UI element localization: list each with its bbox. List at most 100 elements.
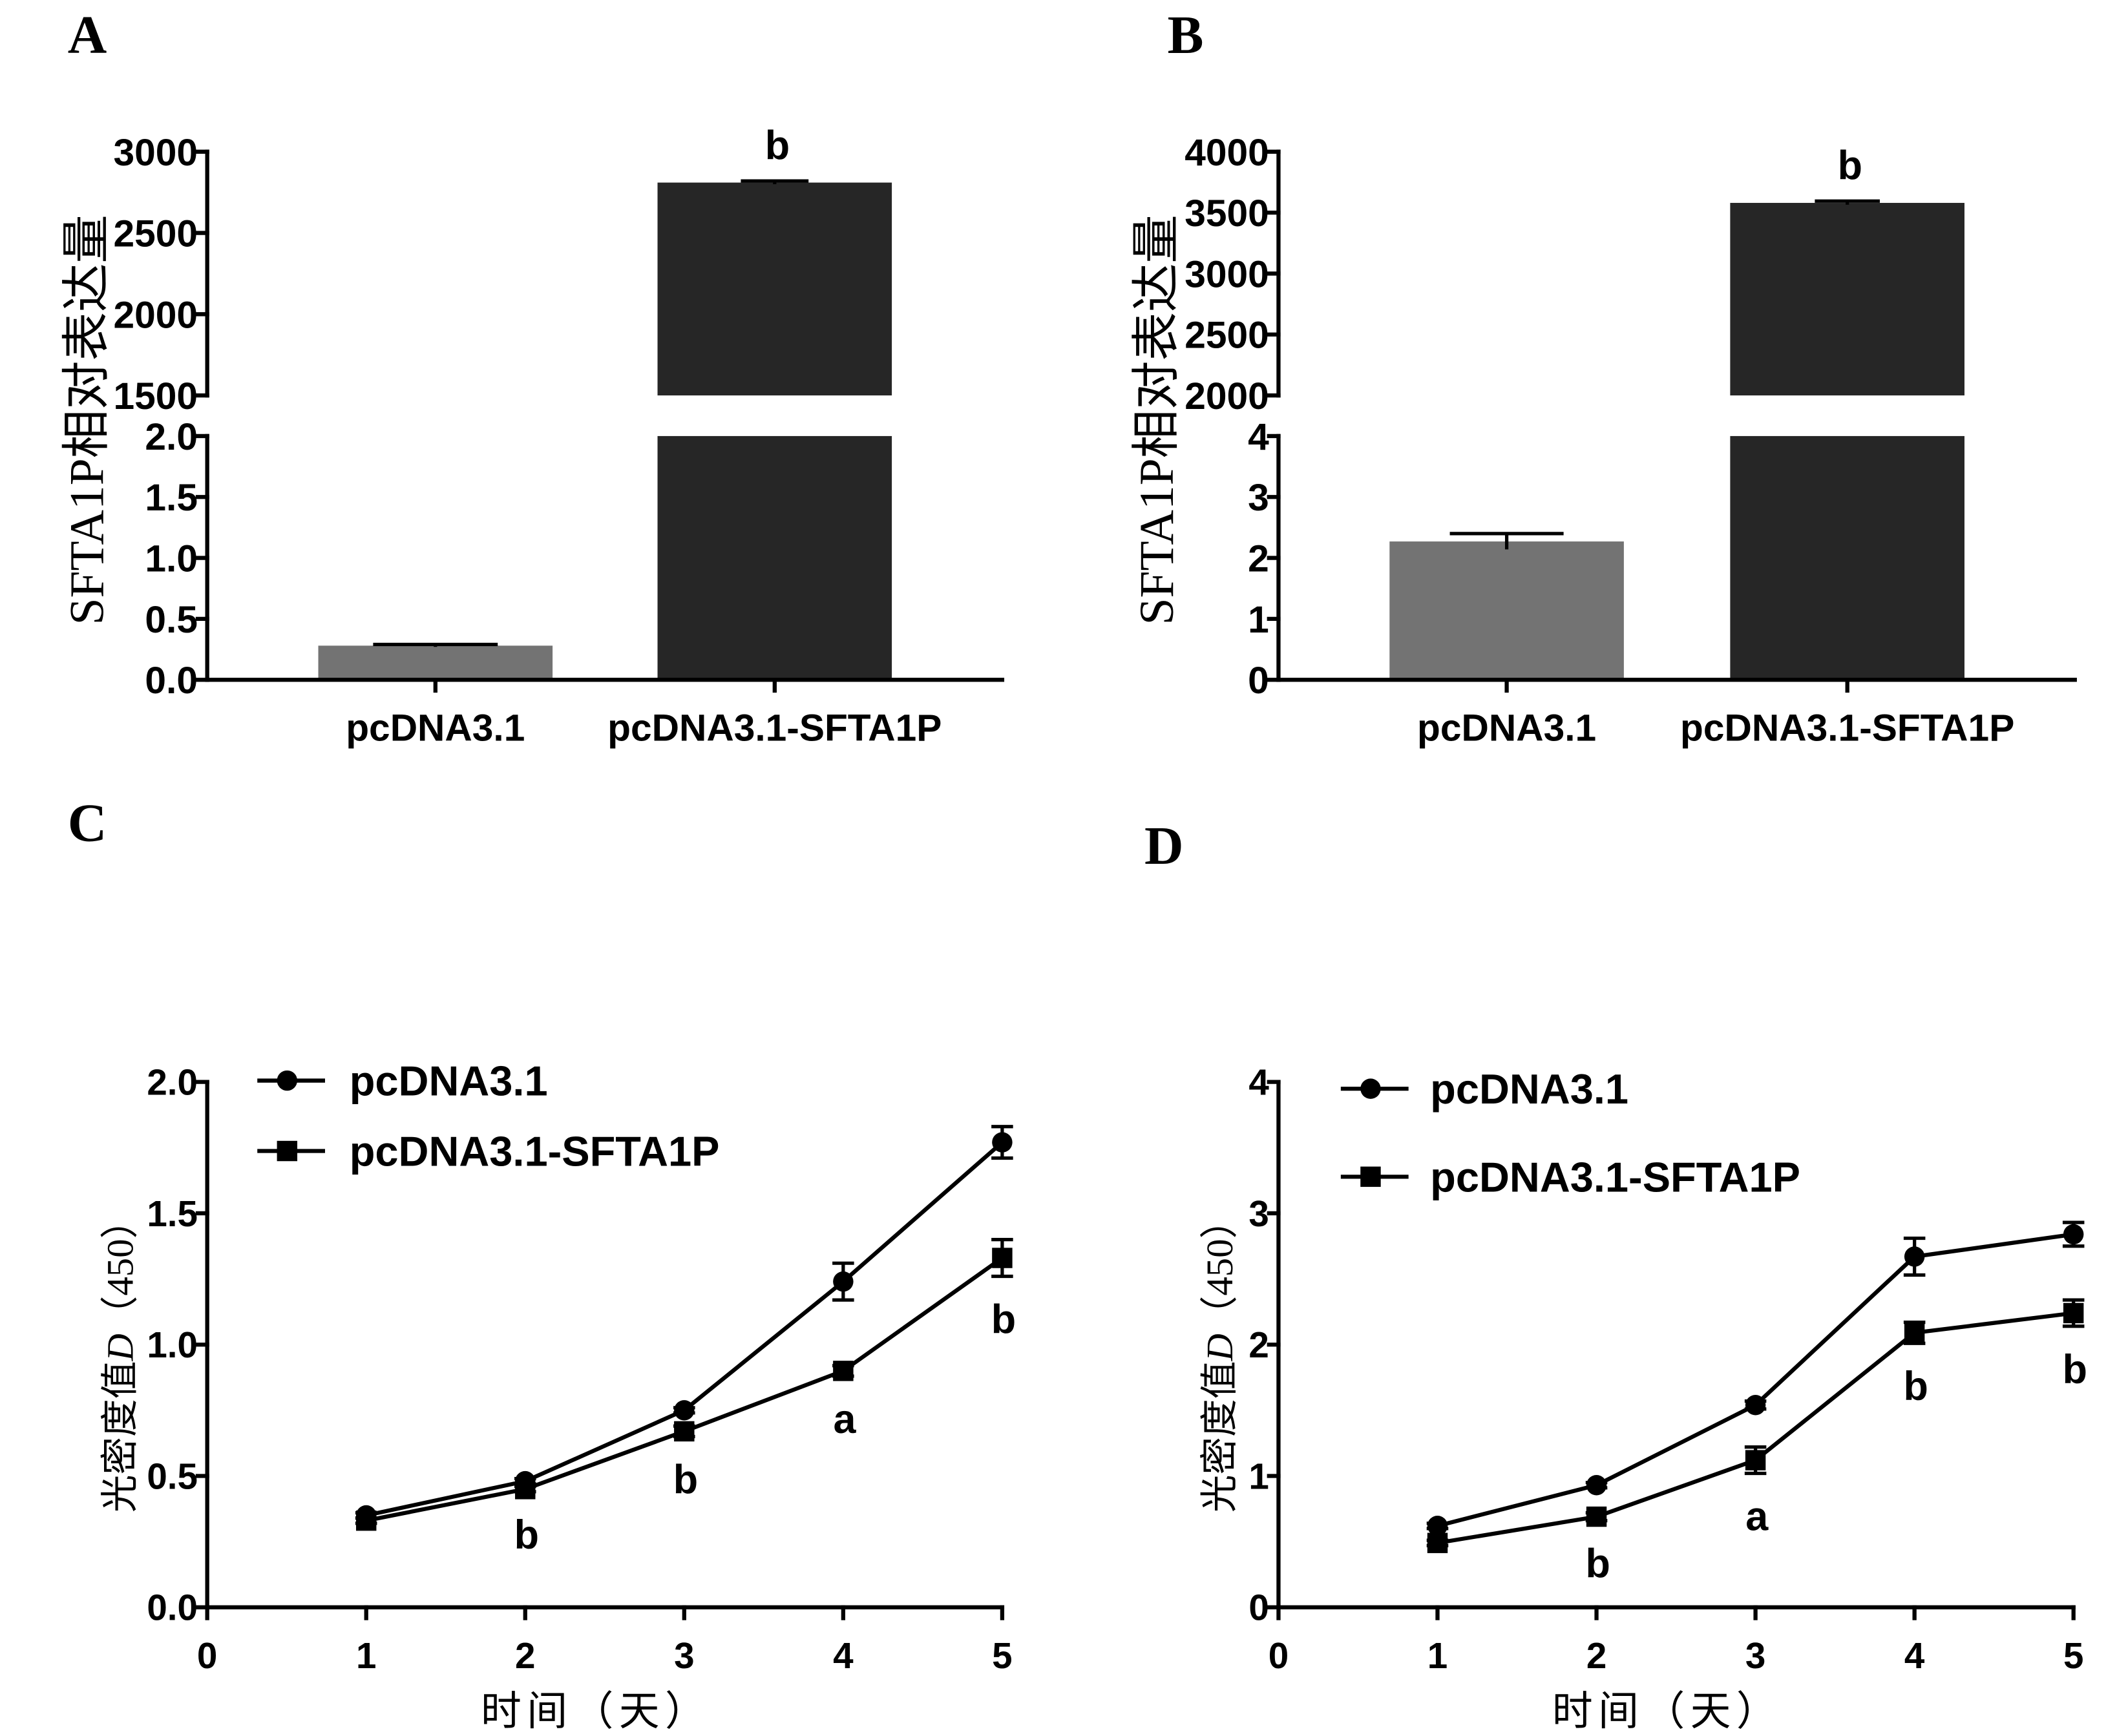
y-axis-title-part: （450） [99, 1201, 141, 1333]
bar-0 [1389, 541, 1624, 680]
y-tick-label: 2.0 [147, 1062, 198, 1103]
x-tick-label: 2 [1586, 1635, 1606, 1676]
y-tick-label: 2000 [1185, 375, 1269, 417]
y-tick-label: 4 [1248, 416, 1269, 458]
y-tick-label: 1.0 [145, 538, 198, 580]
panel-a-plot-area: pcDNA3.1 pcDNA3.1-SFTA1P b 1500 2000 2500 3000… [113, 123, 1005, 749]
data-point-square [1427, 1532, 1448, 1553]
y-tick-label: 2 [1248, 1324, 1269, 1365]
data-point-circle [674, 1400, 695, 1421]
legend-marker-circle [1360, 1078, 1381, 1099]
legend-label: pcDNA3.1 [350, 1058, 548, 1105]
significance-label: b [991, 1297, 1016, 1343]
x-tick-label: 4 [833, 1635, 854, 1676]
y-tick-label: 2.0 [145, 416, 198, 458]
y-tick-label: 1 [1248, 1456, 1269, 1496]
y-tick-label: 0 [1248, 660, 1269, 702]
panel-label-b: B [1168, 5, 1204, 65]
y-axis-title-part: 光密度值 [1199, 1361, 1241, 1513]
legend-label: pcDNA3.1 [1430, 1065, 1628, 1113]
y-tick-label: 2500 [113, 213, 198, 255]
significance-label: b [2063, 1347, 2087, 1392]
data-point-circle [1586, 1475, 1607, 1496]
x-tick-label: 1 [356, 1635, 376, 1676]
data-point-square [833, 1361, 854, 1381]
y-tick-label: 0 [1248, 1587, 1269, 1628]
x-tick-label: 5 [2063, 1635, 2083, 1676]
y-tick-label: 1500 [113, 375, 198, 417]
data-point-circle [1904, 1246, 1925, 1267]
x-axis-title: 时间（天） [1552, 1689, 1782, 1734]
y-tick-label: 1.5 [145, 477, 198, 519]
data-point-square [1904, 1323, 1925, 1343]
y-tick-label: 1.5 [147, 1193, 198, 1234]
data-point-circle [1745, 1395, 1766, 1416]
significance-label: b [673, 1458, 698, 1503]
significance-label: b [1904, 1364, 1928, 1409]
data-point-square [992, 1248, 1013, 1268]
y-axis-title: SFTA1P相对表达量 [1130, 214, 1184, 625]
significance-label: b [514, 1512, 539, 1558]
y-tick-label: 0.0 [147, 1587, 198, 1628]
data-point-square [355, 1510, 377, 1531]
x-tick-label: 0 [197, 1635, 217, 1676]
category-label: pcDNA3.1-SFTA1P [1680, 707, 2014, 749]
x-tick-label: 3 [1745, 1635, 1765, 1676]
y-axis-title: SFTA1P相对表达量 [60, 214, 114, 625]
y-tick-label: 0.5 [145, 599, 198, 641]
x-tick-label: 4 [1904, 1635, 1925, 1676]
bar-1-upper-segment [1730, 203, 1964, 396]
data-point-circle [1427, 1516, 1448, 1536]
data-point-square [515, 1479, 536, 1500]
category-label: pcDNA3.1 [346, 707, 525, 749]
significance-label: b [1585, 1542, 1610, 1587]
y-axis-title: 光密度值D（450） [99, 1201, 141, 1512]
data-point-circle [833, 1271, 854, 1292]
y-tick-label: 2000 [113, 294, 198, 336]
significance-label: b [1838, 143, 1862, 189]
x-tick-label: 0 [1269, 1635, 1289, 1676]
y-tick-label: 4000 [1185, 132, 1269, 174]
legend-marker-square [1360, 1166, 1381, 1187]
legend-label: pcDNA3.1-SFTA1P [1430, 1153, 1800, 1200]
panel-a: A SFTA1P相对表达量 pcDNA3.1 pcDNA3.1-SFTA1P b 15… [60, 5, 1005, 749]
bar-1-lower-segment [1730, 435, 1964, 680]
panel-d-plot-area: 0 1 2 3 4 0 1 2 3 4 5 pcDNA3.1 pcDNA3.1-SFTA1P b a b b [1248, 1062, 2087, 1677]
significance-label: a [833, 1397, 856, 1442]
y-axis-title-part: D [99, 1333, 141, 1361]
bar-1-lower-segment [657, 435, 892, 680]
panel-b-plot-area: pcDNA3.1 pcDNA3.1-SFTA1P b 2000 2500 3000 3500… [1185, 132, 2077, 749]
legend-marker-circle [277, 1070, 298, 1091]
panel-b: B SFTA1P相对表达量 pcDNA3.1 pcDNA3.1-SFTA1Pb20… [1130, 5, 2077, 749]
data-point-circle [992, 1132, 1013, 1153]
panel-label-d: D [1144, 816, 1184, 876]
y-tick-label: 0.5 [147, 1456, 198, 1496]
y-tick-label: 3 [1248, 1193, 1269, 1234]
panel-c-plot-area: 0.0 0.5 1.0 1.5 2.0 0 1 2 3 4 5 pcDNA3.1 pcDNA3.1-SF… [147, 1058, 1016, 1677]
data-point-square [2063, 1302, 2084, 1324]
y-axis-title: 光密度值D（450） [1199, 1201, 1241, 1512]
x-axis-title: 时间（天） [481, 1689, 711, 1734]
x-tick-label: 1 [1427, 1635, 1448, 1676]
x-tick-label: 3 [674, 1635, 694, 1676]
y-tick-label: 4 [1248, 1062, 1269, 1103]
legend-marker-square [277, 1140, 298, 1162]
category-label: pcDNA3.1-SFTA1P [607, 707, 942, 749]
y-tick-label: 3000 [113, 132, 198, 174]
x-tick-label: 2 [515, 1635, 535, 1676]
y-tick-label: 1.0 [147, 1324, 198, 1365]
panel-label-a: A [68, 5, 107, 65]
data-point-square [1745, 1450, 1766, 1470]
significance-label: a [1745, 1494, 1769, 1539]
y-axis-title-part: （450） [1199, 1201, 1241, 1333]
y-tick-label: 3500 [1185, 193, 1269, 235]
y-tick-label: 3000 [1185, 253, 1269, 295]
y-axis-title-part: 光密度值 [99, 1361, 141, 1513]
bar-1-upper-segment [657, 182, 892, 396]
x-tick-label: 5 [992, 1635, 1012, 1676]
y-tick-label: 3 [1248, 477, 1269, 519]
y-axis-title-part: D [1199, 1333, 1241, 1361]
legend-label: pcDNA3.1-SFTA1P [350, 1128, 720, 1175]
